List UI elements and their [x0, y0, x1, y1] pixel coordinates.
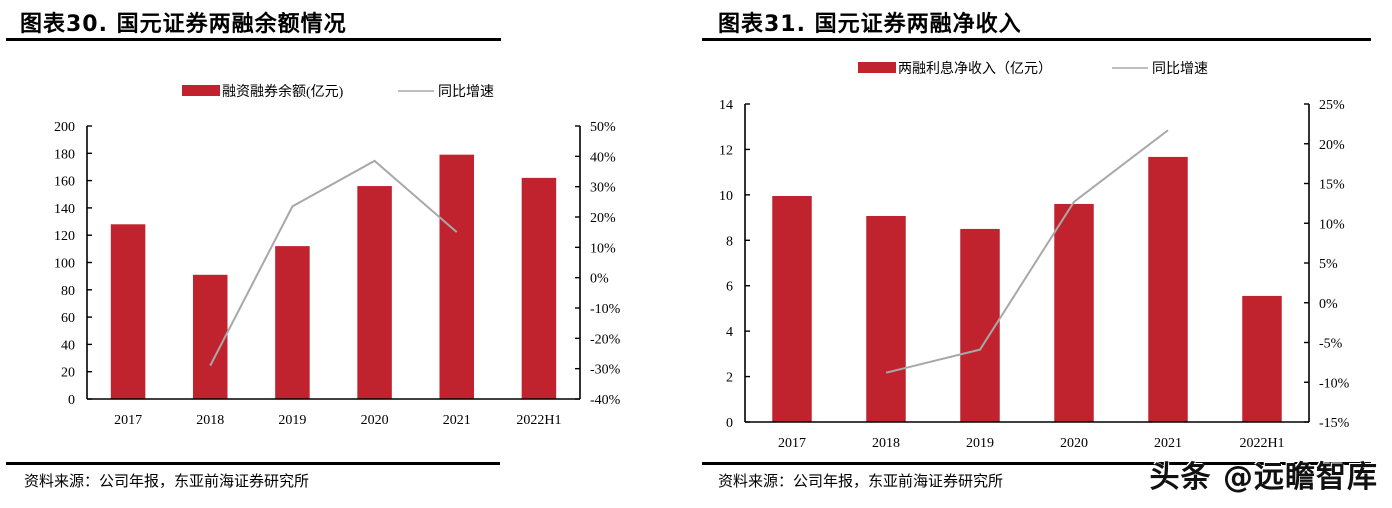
- left-tick-label: 10: [719, 189, 733, 204]
- left-tick-label: 140: [54, 202, 75, 217]
- right-tick-label: 20%: [1319, 138, 1345, 153]
- right-tick-label: 15%: [1319, 178, 1345, 193]
- x-tick-label: 2019: [278, 413, 306, 428]
- right-chart: 两融利息净收入（亿元） 同比增速 0 2 4 6 8 10 12 14 -15% -10% -5% 0% 5…: [719, 60, 1350, 450]
- x-tick-label: 2019: [966, 436, 994, 450]
- left-tick-label: 4: [726, 325, 733, 340]
- left-tick-label: 200: [54, 120, 75, 135]
- x-tick-label: 2022H1: [516, 413, 561, 428]
- bar-2021: [1148, 156, 1188, 422]
- left-tick-label: 8: [726, 234, 733, 249]
- chart-legend: 两融利息净收入（亿元） 同比增速: [858, 60, 1208, 77]
- left-chart: 融资融券余额(亿元) 同比增速 0 20 40 60 80 100 120 140 160 180 20…: [54, 83, 621, 428]
- left-title-rule-b: [6, 38, 501, 41]
- right-tick-label: 30%: [590, 181, 616, 196]
- right-tick-label: -15%: [1319, 416, 1350, 431]
- right-tick-label: -20%: [590, 332, 621, 347]
- left-tick-label: 12: [719, 143, 733, 158]
- bar-2017: [110, 224, 146, 399]
- left-tick-label: 100: [54, 257, 75, 272]
- bar-2017: [772, 195, 812, 422]
- legend-bar-swatch: [858, 62, 896, 73]
- x-tick-label: 2021: [1154, 436, 1182, 450]
- right-tick-label: 5%: [1319, 257, 1338, 272]
- left-tick-label: 40: [61, 338, 75, 353]
- left-tick-label: 60: [61, 311, 75, 326]
- right-source-rule: [702, 462, 1371, 465]
- bar-2018: [866, 215, 906, 422]
- right-tick-label: -30%: [590, 363, 621, 378]
- bar-2019: [960, 228, 1000, 422]
- right-chart-title: 图表31. 国元证券两融净收入: [718, 12, 1022, 37]
- x-tick-label: 2020: [1060, 436, 1088, 450]
- right-tick-label: 25%: [1319, 98, 1345, 113]
- left-tick-label: 6: [726, 280, 733, 295]
- legend-bar-label: 两融利息净收入（亿元）: [898, 60, 1052, 77]
- left-tick-label: 14: [719, 98, 733, 113]
- left-tick-label: 2: [726, 371, 733, 386]
- legend-bar-label: 融资融券余额(亿元): [222, 83, 344, 100]
- growth-line: [885, 129, 1169, 374]
- growth-line: [209, 159, 458, 367]
- left-tick-label: 20: [61, 366, 75, 381]
- bar-2022H1: [521, 177, 557, 399]
- left-tick-label: 160: [54, 175, 75, 190]
- right-tick-label: -5%: [1319, 337, 1343, 352]
- x-tick-label: 2020: [361, 413, 389, 428]
- left-tick-label: 80: [61, 284, 75, 299]
- bar-2020: [357, 186, 392, 399]
- x-tick-label: 2018: [196, 413, 224, 428]
- right-tick-label: 20%: [590, 211, 616, 226]
- bar-2020: [1054, 203, 1094, 422]
- legend-bar-swatch: [182, 85, 220, 96]
- x-tick-label: 2022H1: [1239, 436, 1284, 450]
- chart-legend: 融资融券余额(亿元) 同比增速: [182, 83, 494, 100]
- x-tick-label: 2017: [114, 413, 142, 428]
- left-chart-title: 图表30. 国元证券两融余额情况: [20, 12, 347, 37]
- right-source-note: 资料来源：公司年报，东亚前海证券研究所: [718, 472, 1004, 490]
- left-tick-label: 120: [54, 229, 75, 244]
- right-tick-label: -40%: [590, 393, 621, 408]
- left-tick-label: 180: [54, 147, 75, 162]
- right-tick-label: 0%: [590, 272, 609, 287]
- bar-2018: [192, 274, 228, 399]
- x-tick-label: 2018: [872, 436, 900, 450]
- bar-2021: [439, 154, 475, 399]
- left-tick-label: 0: [68, 393, 75, 408]
- right-tick-label: -10%: [590, 302, 621, 317]
- left-tick-label: 0: [726, 416, 733, 431]
- bar-2022H1: [1242, 295, 1282, 422]
- right-tick-label: 40%: [590, 150, 616, 165]
- right-tick-label: 10%: [1319, 217, 1345, 232]
- legend-line-label: 同比增速: [1152, 61, 1208, 77]
- right-tick-label: 50%: [590, 120, 616, 135]
- x-tick-label: 2021: [443, 413, 471, 428]
- x-tick-label: 2017: [778, 436, 806, 450]
- left-source-rule: [6, 462, 500, 465]
- left-source-note: 资料来源：公司年报，东亚前海证券研究所: [24, 472, 310, 490]
- watermark-text: 头条 @远瞻智库: [1149, 460, 1378, 495]
- right-tick-label: 10%: [590, 241, 616, 256]
- right-title-rule: [702, 38, 1371, 41]
- right-tick-label: 0%: [1319, 297, 1338, 312]
- right-panel: 图表31. 国元证券两融净收入 两融利息净收入（亿元） 同比增速 0 2 4 6 8 10 12…: [700, 0, 1392, 508]
- left-panel: 图表30. 国元证券两融余额情况 融资融券余额(亿元) 同比增速 0 20 40 60 80…: [6, 12, 621, 490]
- bar-2019: [275, 246, 310, 399]
- right-tick-label: -10%: [1319, 376, 1350, 391]
- legend-line-label: 同比增速: [438, 84, 494, 100]
